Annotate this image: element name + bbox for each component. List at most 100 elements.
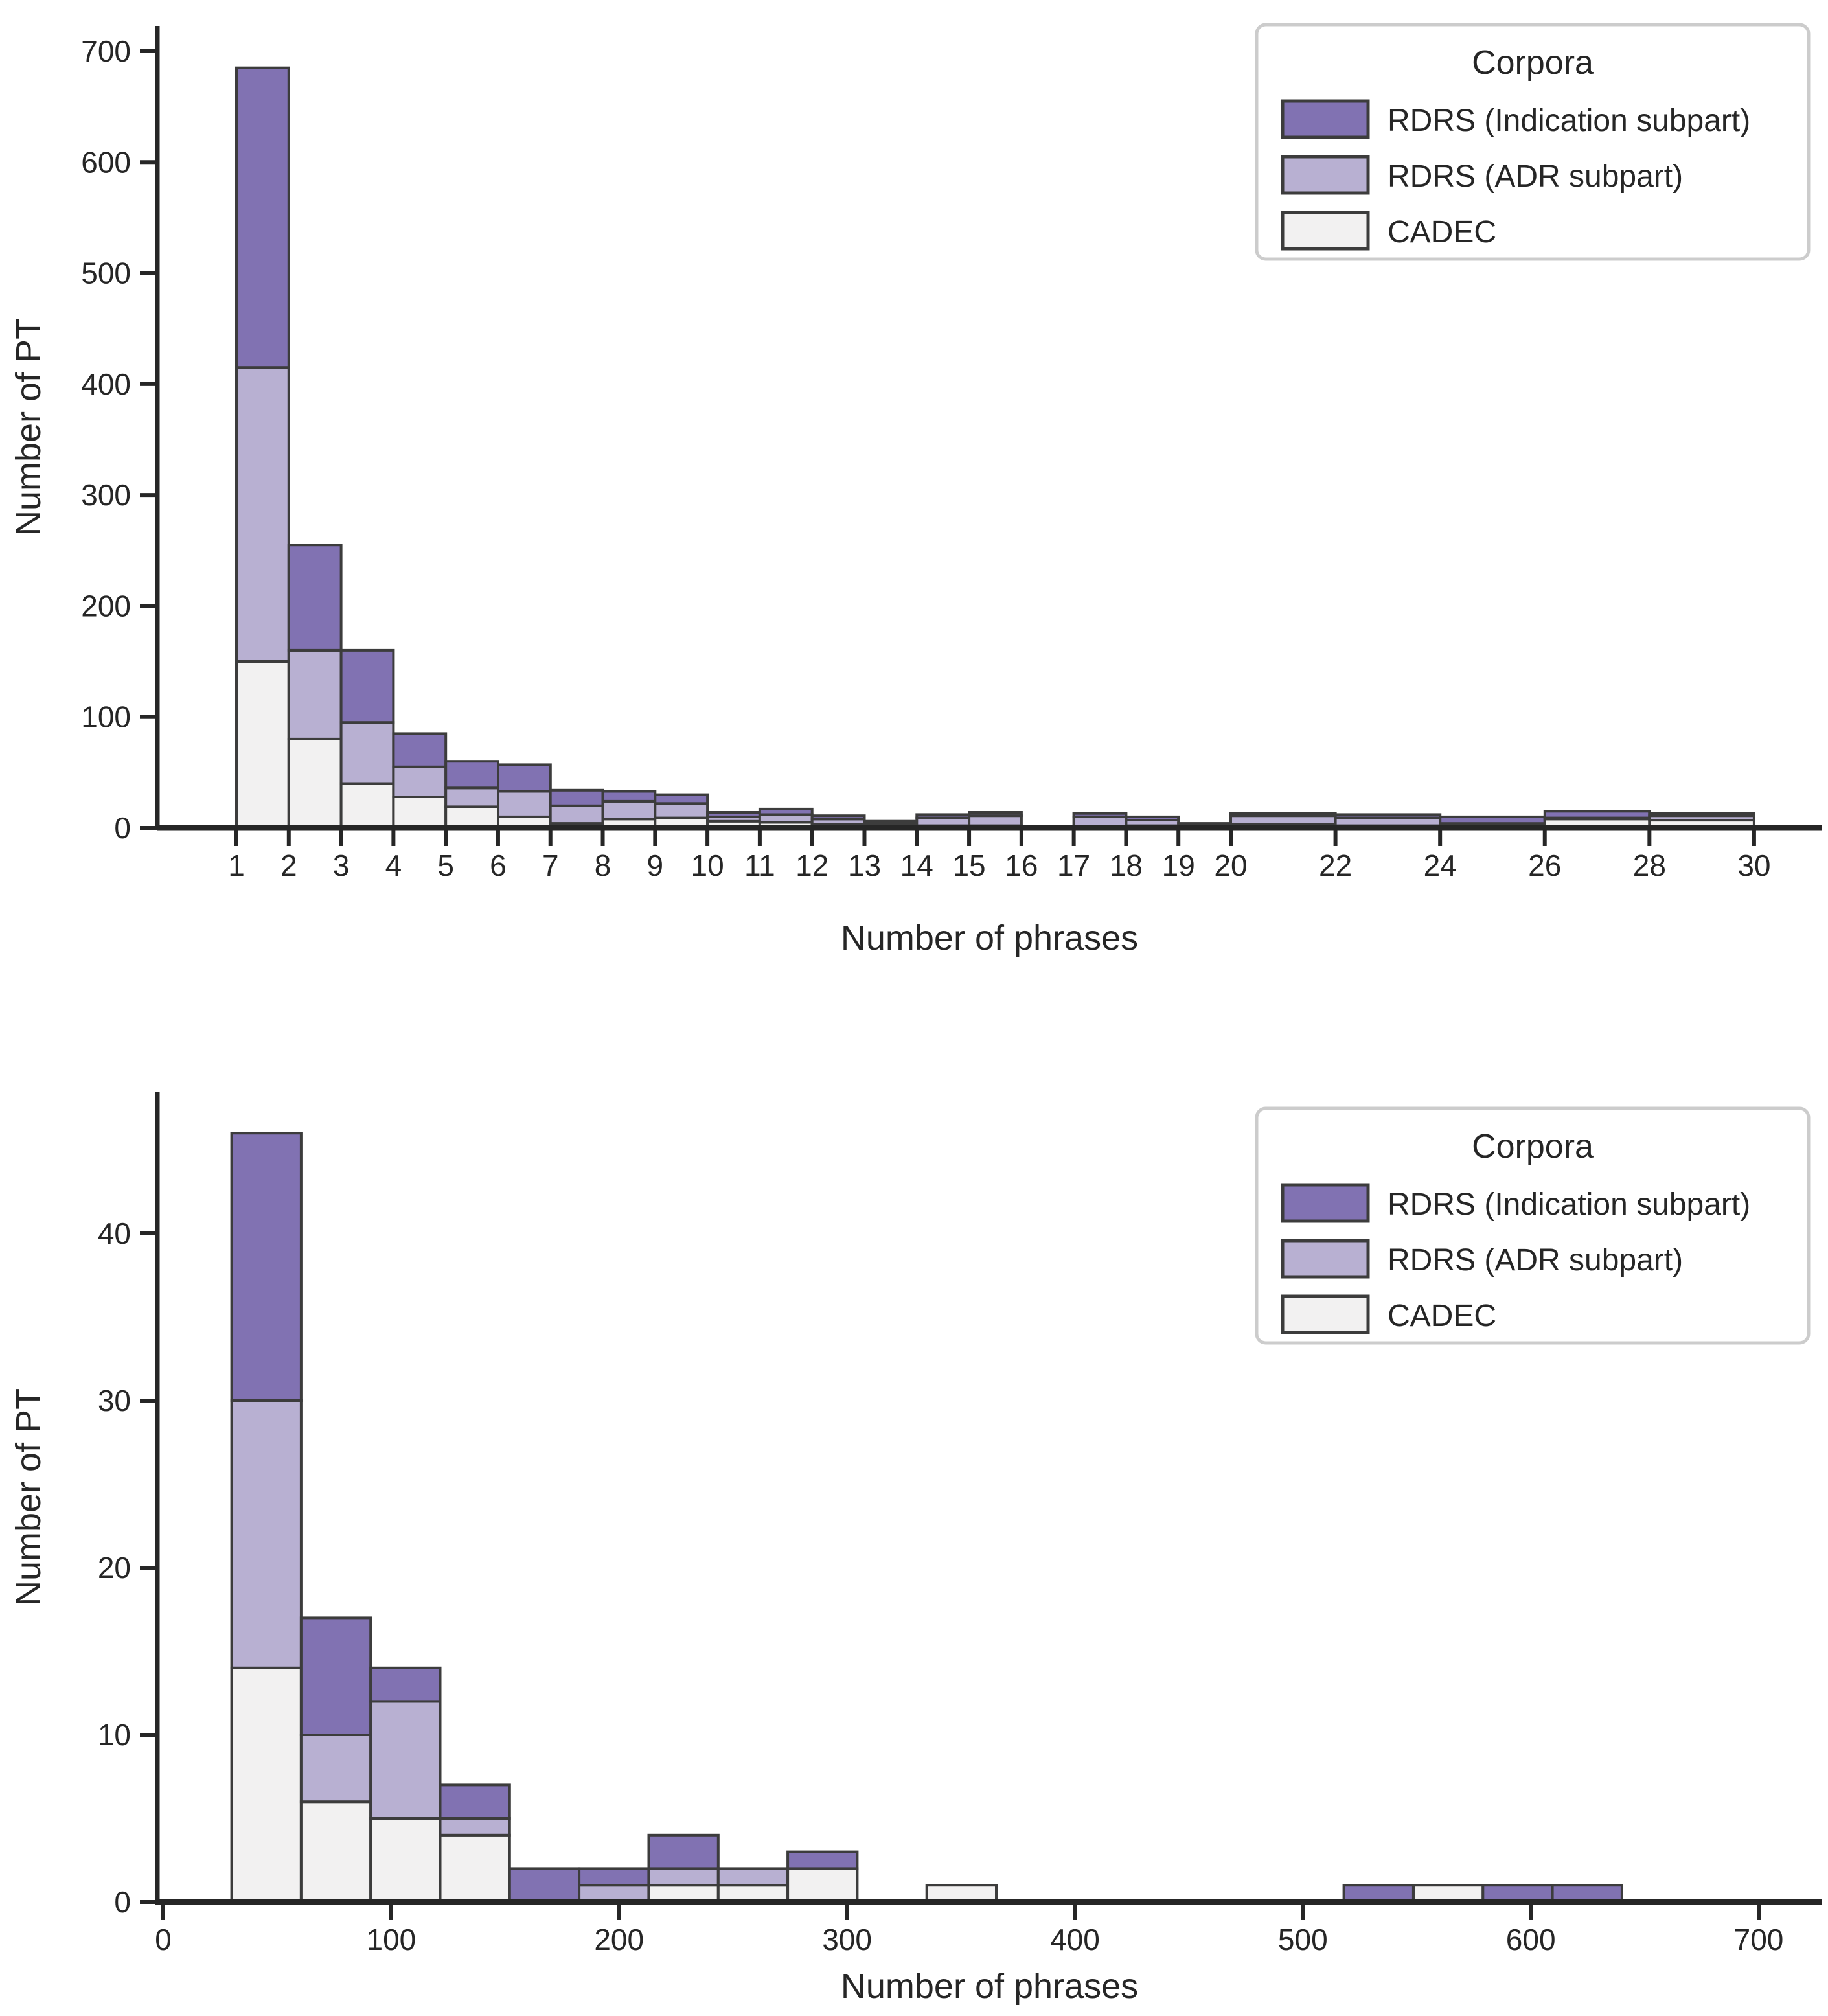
x-tick-label: 11 xyxy=(744,849,775,882)
bar-segment-adr xyxy=(439,1817,511,1837)
x-tick-label: 300 xyxy=(822,1923,872,1956)
bar-segment-indication xyxy=(287,544,343,652)
histogram-bar xyxy=(647,1833,720,1903)
bar-segment-indication xyxy=(706,811,761,818)
y-axis-label: Number of PT xyxy=(9,318,48,536)
bar-segment-cadec xyxy=(299,1800,372,1903)
histogram-bar xyxy=(1648,812,1755,829)
legend-swatch-indication xyxy=(1281,99,1370,139)
histogram-bar xyxy=(654,793,709,829)
bar-segment-indication xyxy=(339,648,395,724)
legend-title: Corpora xyxy=(1472,44,1594,82)
histogram-bar xyxy=(549,788,604,829)
bar-segment-cadec xyxy=(339,782,395,829)
y-ticks: 0 10 20 30 40 xyxy=(98,1217,155,1919)
histogram-bar xyxy=(392,732,448,829)
bar-segment-indication xyxy=(1334,813,1442,819)
bar-segment-adr xyxy=(716,1867,790,1887)
bar-segment-indication xyxy=(369,1666,442,1703)
bar-segment-indication xyxy=(392,732,448,768)
bar-segment-cadec xyxy=(392,796,448,829)
bar-segment-indication xyxy=(1072,812,1128,818)
x-tick-label: 14 xyxy=(900,849,933,882)
bar-segment-adr xyxy=(549,804,604,825)
histogram-bar xyxy=(508,1867,581,1904)
bar-segment-adr xyxy=(1229,814,1337,826)
histogram-bar xyxy=(235,66,290,829)
bar-segment-indication xyxy=(235,66,290,369)
x-tick-label: 700 xyxy=(1734,1923,1784,1956)
bar-segment-indication xyxy=(1229,812,1337,818)
bar-segment-adr xyxy=(287,648,343,740)
bar-segment-indication xyxy=(549,788,604,807)
x-tick-label: 5 xyxy=(437,849,454,882)
legend-box xyxy=(1255,23,1811,261)
y-tick-label: 0 xyxy=(114,1885,131,1919)
y-tick-label: 100 xyxy=(81,700,131,734)
x-tick-label: 13 xyxy=(848,849,881,882)
x-tick-label: 18 xyxy=(1110,849,1143,882)
legend-label: RDRS (Indication subpart) xyxy=(1388,1187,1750,1222)
histogram-bar xyxy=(444,760,500,829)
x-tick-label: 26 xyxy=(1528,849,1561,882)
axes xyxy=(155,1092,1822,1905)
x-ticks: 1 2 3 4 5 6 7 8 9 10 11 12 13 14 15 16 17 18 19 20 22 24 26 28 3… xyxy=(228,830,1770,882)
x-tick-label: 12 xyxy=(795,849,828,882)
bar-segment-indication xyxy=(654,793,709,805)
legend-box xyxy=(1255,1106,1811,1345)
legend-swatch-cadec xyxy=(1281,1294,1370,1334)
x-axis-label: Number of phrases xyxy=(841,1967,1138,2006)
legend-label: RDRS (ADR subpart) xyxy=(1388,159,1683,194)
histogram-bar xyxy=(287,544,343,829)
bar-segment-cadec xyxy=(287,738,343,829)
bar-segment-adr xyxy=(497,790,552,818)
bar-segment-cadec xyxy=(439,1833,511,1904)
x-ticks: 0 100 200 300 400 500 600 700 xyxy=(155,1905,1783,1956)
x-tick-label: 15 xyxy=(952,849,985,882)
legend-label: CADEC xyxy=(1388,215,1496,249)
y-tick-label: 0 xyxy=(114,811,131,845)
bar-segment-adr xyxy=(654,802,709,819)
bar-segment-cadec xyxy=(369,1817,442,1903)
legend-swatch-cadec xyxy=(1281,211,1370,251)
bar-segment-indication xyxy=(497,763,552,793)
y-axis-label: Number of PT xyxy=(9,1388,48,1606)
bar-segment-indication xyxy=(863,819,919,825)
bar-segment-indication xyxy=(915,813,971,819)
bars-group xyxy=(230,1132,1623,1904)
y-tick-label: 300 xyxy=(81,478,131,512)
histogram-bar xyxy=(299,1616,372,1903)
y-tick-label: 200 xyxy=(81,589,131,623)
bottom-chart: 0 100 200 300 400 500 600 700 0 10 20 30 40 Number of… xyxy=(0,1008,1828,2016)
bar-segment-indication xyxy=(758,807,814,816)
histogram-bar xyxy=(716,1867,790,1903)
y-tick-label: 20 xyxy=(98,1551,131,1585)
x-tick-label: 200 xyxy=(594,1923,644,1956)
bar-segment-indication xyxy=(1439,815,1546,825)
bar-segment-indication xyxy=(508,1867,581,1904)
bar-segment-indication xyxy=(1648,812,1755,818)
bar-segment-adr xyxy=(339,721,395,785)
bar-segment-indication xyxy=(299,1616,372,1737)
x-tick-label: 28 xyxy=(1633,849,1666,882)
bar-segment-adr xyxy=(235,366,290,663)
y-tick-label: 10 xyxy=(98,1718,131,1752)
legend-swatch-adr xyxy=(1281,155,1370,195)
bar-segment-cadec xyxy=(786,1867,859,1904)
x-tick-label: 6 xyxy=(490,849,507,882)
x-tick-label: 16 xyxy=(1005,849,1038,882)
bar-segment-indication xyxy=(601,790,657,803)
x-tick-label: 30 xyxy=(1737,849,1770,882)
histogram-bar xyxy=(497,763,552,830)
legend: Corpora RDRS (Indication subpart) RDRS (AD… xyxy=(1255,23,1811,261)
histogram-bar xyxy=(369,1666,442,1903)
y-tick-label: 500 xyxy=(81,257,131,290)
bar-segment-adr xyxy=(299,1734,372,1804)
x-tick-label: 0 xyxy=(155,1923,172,1956)
histogram-bar xyxy=(578,1867,650,1903)
bar-segment-adr xyxy=(230,1399,303,1669)
legend-label: RDRS (ADR subpart) xyxy=(1388,1243,1683,1277)
x-tick-label: 600 xyxy=(1506,1923,1556,1956)
x-tick-label: 2 xyxy=(280,849,297,882)
histogram-bar xyxy=(339,648,395,829)
